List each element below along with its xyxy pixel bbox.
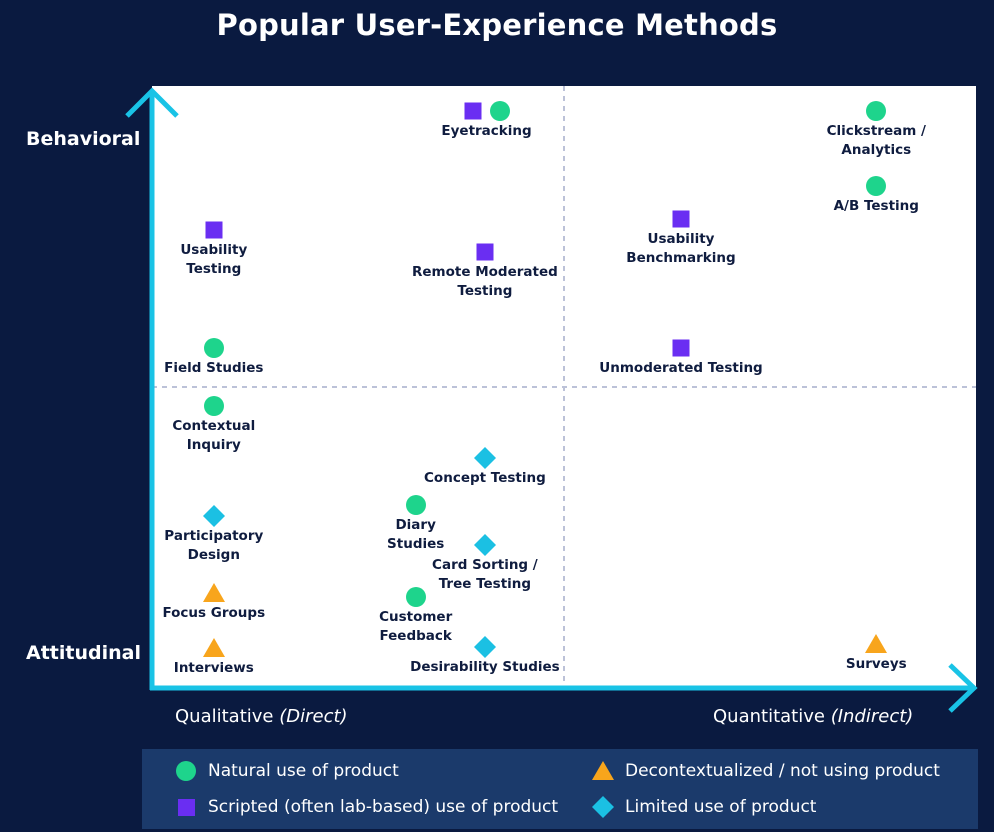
usability-testing-square-marker	[203, 219, 225, 245]
point-label-line: Card Sorting /	[432, 556, 538, 573]
desirability-studies-diamond-marker	[473, 635, 497, 663]
triangle-icon	[591, 759, 615, 783]
point-label-line: Feedback	[379, 628, 452, 645]
square-icon	[174, 795, 198, 819]
point-label-line: Testing	[186, 261, 242, 278]
clickstream-analytics-circle-marker	[865, 100, 887, 126]
point-label-line: A/B Testing	[833, 197, 919, 214]
point-label-line: Analytics	[841, 142, 912, 159]
concept-testing-diamond-marker	[473, 446, 497, 474]
surveys-triangle-marker	[864, 633, 888, 659]
point-label-focus-groups: Focus Groups	[162, 604, 265, 623]
point-label-line: Focus Groups	[162, 604, 266, 621]
point-label-interviews: Interviews	[174, 659, 254, 678]
x-axis-left-label: Qualitative (Direct)	[175, 706, 348, 727]
card-sorting-tree-testing-diamond-marker	[473, 533, 497, 561]
point-label-line: Benchmarking	[626, 250, 736, 267]
point-label-line: Participatory	[164, 528, 264, 545]
point-label-line: Field Studies	[164, 359, 264, 376]
point-label-line: Interviews	[173, 660, 254, 677]
plot-area	[152, 86, 976, 688]
field-studies-circle-marker	[203, 337, 225, 363]
quadrant-gridlines	[152, 86, 976, 688]
point-label-line: Desirability Studies	[410, 659, 560, 676]
point-label-a-b-testing: A/B Testing	[834, 197, 919, 216]
point-label-line: Clickstream /	[826, 123, 926, 140]
point-label-remote-moderated-testing: Remote Moderated Testing	[412, 263, 558, 301]
legend-item-limited: Limited use of product	[591, 795, 816, 819]
y-axis-bottom-label: Attitudinal	[26, 642, 141, 664]
point-label-usability-testing: Usability Testing	[180, 241, 247, 279]
point-label-diary-studies: Diary Studies	[387, 516, 444, 554]
diamond-icon	[591, 795, 615, 819]
usability-benchmarking-square-marker	[670, 208, 692, 234]
unmoderated-testing-square-marker	[670, 337, 692, 363]
y-axis-top-label: Behavioral	[26, 128, 141, 150]
point-label-concept-testing: Concept Testing	[424, 469, 546, 488]
point-label-line: Remote Moderated	[412, 264, 558, 281]
point-label-line: Testing	[457, 283, 513, 300]
point-label-line: Inquiry	[186, 437, 241, 454]
x-axis-left-qualifier: (Direct)	[279, 706, 348, 727]
a-b-testing-circle-marker	[865, 175, 887, 201]
legend-item-natural: Natural use of product	[174, 759, 399, 783]
point-label-surveys: Surveys	[846, 655, 907, 674]
point-label-customer-feedback: Customer Feedback	[379, 608, 452, 646]
point-label-line: Tree Testing	[438, 575, 532, 592]
point-label-line: Surveys	[845, 656, 907, 673]
x-axis-right-qualifier: (Indirect)	[830, 706, 914, 727]
legend: Natural use of product Scripted (often l…	[142, 749, 978, 829]
point-label-line: Usability	[647, 231, 715, 248]
legend-label-decontextualized: Decontextualized / not using product	[625, 761, 940, 781]
circle-icon	[174, 759, 198, 783]
point-label-line: Unmoderated Testing	[599, 359, 763, 376]
remote-moderated-testing-square-marker	[474, 241, 496, 267]
x-axis-right-text: Quantitative	[713, 706, 825, 727]
point-label-unmoderated-testing: Unmoderated Testing	[599, 359, 762, 378]
point-label-line: Customer	[379, 609, 453, 626]
point-label-contextual-inquiry: Contextual Inquiry	[172, 417, 255, 455]
point-label-participatory-design: Participatory Design	[164, 527, 263, 565]
legend-label-limited: Limited use of product	[625, 797, 817, 817]
point-label-clickstream-analytics: Clickstream / Analytics	[827, 122, 926, 160]
point-label-line: Eyetracking	[441, 122, 532, 139]
point-label-usability-benchmarking: Usability Benchmarking	[626, 230, 735, 268]
point-label-line: Usability	[180, 242, 248, 259]
point-label-field-studies: Field Studies	[164, 359, 263, 378]
legend-item-decontextualized: Decontextualized / not using product	[591, 759, 940, 783]
chart-title: Popular User-Experience Methods	[216, 8, 778, 42]
legend-label-natural: Natural use of product	[208, 761, 399, 781]
point-label-eyetracking: Eyetracking	[441, 122, 531, 141]
diary-studies-circle-marker	[405, 494, 427, 520]
interviews-triangle-marker	[202, 637, 226, 663]
focus-groups-triangle-marker	[202, 582, 226, 608]
point-label-line: Contextual	[172, 418, 256, 435]
legend-item-scripted: Scripted (often lab-based) use of produc…	[174, 795, 558, 819]
point-label-line: Design	[187, 547, 240, 564]
eyetracking-circle-marker	[489, 100, 511, 126]
x-axis-left-text: Qualitative	[175, 706, 274, 727]
legend-label-scripted: Scripted (often lab-based) use of produc…	[208, 797, 559, 817]
point-label-line: Studies	[387, 535, 445, 552]
x-axis-right-label: Quantitative (Indirect)	[713, 706, 913, 727]
point-label-desirability-studies: Desirability Studies	[410, 658, 560, 677]
point-label-card-sorting-tree-testing: Card Sorting / Tree Testing	[432, 556, 538, 594]
contextual-inquiry-circle-marker	[203, 395, 225, 421]
point-label-line: Diary	[395, 516, 436, 533]
eyetracking-square-marker	[462, 100, 484, 126]
customer-feedback-circle-marker	[405, 586, 427, 612]
point-label-line: Concept Testing	[424, 470, 546, 487]
participatory-design-diamond-marker	[202, 504, 226, 532]
